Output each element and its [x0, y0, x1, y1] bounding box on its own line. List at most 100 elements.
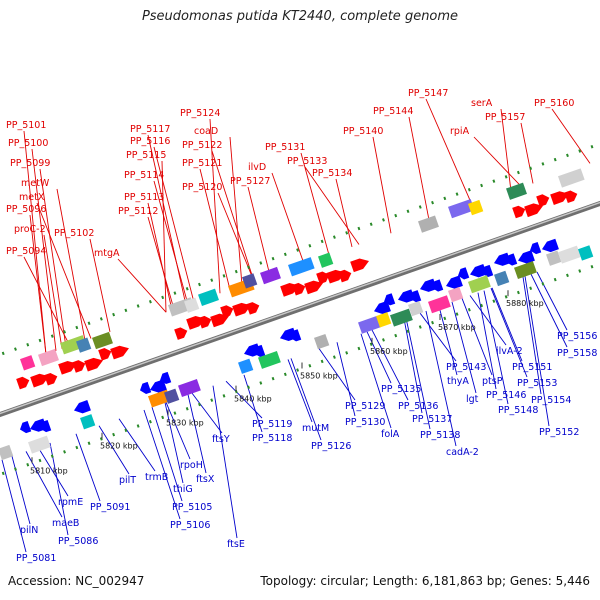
- label-connector: [287, 359, 313, 423]
- reverse-gene-arrow: [20, 420, 32, 434]
- label-connector: [1, 459, 27, 553]
- tick-label: 5870 kbp: [438, 323, 476, 332]
- gene-label-top: PP_5096: [6, 204, 46, 215]
- inner-guide-track: [0, 262, 600, 477]
- gene-label-top: PP_5144: [373, 106, 413, 117]
- composition-block: [258, 350, 281, 369]
- reverse-gene-arrow: [374, 300, 391, 315]
- gene-label-bottom: PP_5086: [58, 536, 98, 547]
- composition-block: [390, 308, 413, 327]
- gene-label-bottom: PP_5129: [345, 401, 385, 412]
- gene-label-top: PP_5127: [230, 176, 270, 187]
- gene-label-top: serA: [471, 98, 493, 109]
- gene-label-bottom: PP_5091: [90, 502, 130, 513]
- reverse-gene-arrow: [398, 289, 415, 303]
- gene-label-bottom: PP_5138: [420, 430, 460, 441]
- label-connector: [500, 108, 512, 192]
- forward-gene-arrow: [44, 372, 58, 386]
- composition-block: [184, 297, 200, 313]
- forward-gene-arrow: [16, 376, 30, 390]
- gene-label-top: PP_5133: [287, 156, 327, 167]
- label-connector: [551, 108, 591, 164]
- label-connector: [336, 342, 356, 417]
- composition-block: [80, 414, 96, 430]
- composition-block: [0, 444, 14, 461]
- label-connector: [335, 178, 353, 248]
- composition-block: [164, 388, 180, 404]
- reverse-gene-arrow: [470, 264, 487, 278]
- forward-gene-arrow: [198, 315, 212, 329]
- reverse-gene-arrow: [74, 400, 91, 414]
- label-connector: [147, 134, 187, 306]
- label-connector: [37, 446, 69, 497]
- reverse-gene-arrow: [140, 381, 152, 395]
- gene-label-bottom: trmB: [145, 472, 168, 483]
- gene-label-bottom: PP_5081: [16, 553, 56, 564]
- backbone-highlight: [0, 201, 600, 415]
- gene-label-bottom: PP_5137: [412, 414, 452, 425]
- composition-block: [578, 245, 594, 261]
- label-connector: [31, 148, 57, 351]
- forward-gene-arrow: [316, 271, 330, 285]
- composition-block: [514, 261, 537, 280]
- forward-gene-arrow: [220, 305, 234, 318]
- reverse-gene-arrow: [432, 279, 444, 292]
- gene-label-top: PP_5094: [6, 246, 46, 257]
- label-connector: [211, 150, 255, 282]
- label-connector: [199, 168, 231, 290]
- gene-label-bottom: ftsX: [196, 474, 215, 485]
- label-connector: [425, 310, 457, 447]
- forward-gene-arrow: [98, 348, 112, 361]
- forward-gene-arrow: [84, 357, 103, 372]
- composition-block: [468, 275, 491, 294]
- gene-label-top: PP_5117: [130, 124, 170, 135]
- label-connector: [530, 273, 568, 348]
- forward-gene-arrow: [110, 345, 129, 360]
- tick-label: 5840 kbp: [234, 395, 272, 404]
- gene-label-bottom: lgt: [466, 394, 479, 405]
- composition-block: [288, 257, 315, 277]
- reverse-gene-arrow: [458, 267, 470, 280]
- gene-label-top: metX: [19, 192, 45, 203]
- gene-label-top: PP_5140: [343, 126, 383, 137]
- gene-label-top: proC-2: [14, 224, 46, 235]
- label-connector: [372, 136, 392, 234]
- gene-label-bottom: PP_5126: [311, 441, 351, 452]
- gene-label-bottom: PP_5105: [172, 502, 212, 513]
- label-connector: [11, 456, 31, 525]
- forward-gene-arrow: [246, 302, 260, 315]
- label-connector: [187, 394, 207, 474]
- gene-label-bottom: pilT: [119, 475, 136, 486]
- label-connector: [23, 130, 47, 355]
- label-connector: [36, 202, 92, 339]
- composition-block: [494, 270, 510, 287]
- reverse-gene-arrow: [542, 238, 559, 253]
- composition-block: [546, 250, 562, 266]
- reverse-gene-arrow: [420, 278, 437, 292]
- gene-label-top: PP_5157: [485, 112, 525, 123]
- forward-gene-arrow: [72, 360, 86, 373]
- label-connector: [117, 258, 167, 313]
- composition-block: [20, 355, 36, 371]
- gene-label-bottom: rpmE: [58, 497, 83, 508]
- label-connector: [191, 392, 223, 434]
- forward-gene-arrow: [292, 282, 306, 296]
- label-connector: [371, 329, 409, 401]
- label-connector: [153, 146, 195, 303]
- reverse-gene-arrow: [410, 290, 422, 303]
- label-connector: [153, 180, 189, 305]
- tick-label: 5880 kbp: [506, 299, 544, 308]
- gene-label-top: PP_5099: [10, 158, 50, 169]
- gene-label-bottom: PP_5148: [498, 405, 538, 416]
- label-connector: [491, 287, 523, 362]
- label-connector: [524, 276, 550, 427]
- label-connector: [161, 160, 167, 313]
- label-connector: [469, 295, 507, 346]
- label-connectors: [1, 98, 591, 553]
- label-connector: [405, 317, 431, 430]
- forward-gene-arrow: [350, 258, 369, 273]
- gene-label-bottom: PP_5154: [531, 395, 571, 406]
- label-connector: [403, 318, 423, 414]
- label-connector: [23, 256, 71, 347]
